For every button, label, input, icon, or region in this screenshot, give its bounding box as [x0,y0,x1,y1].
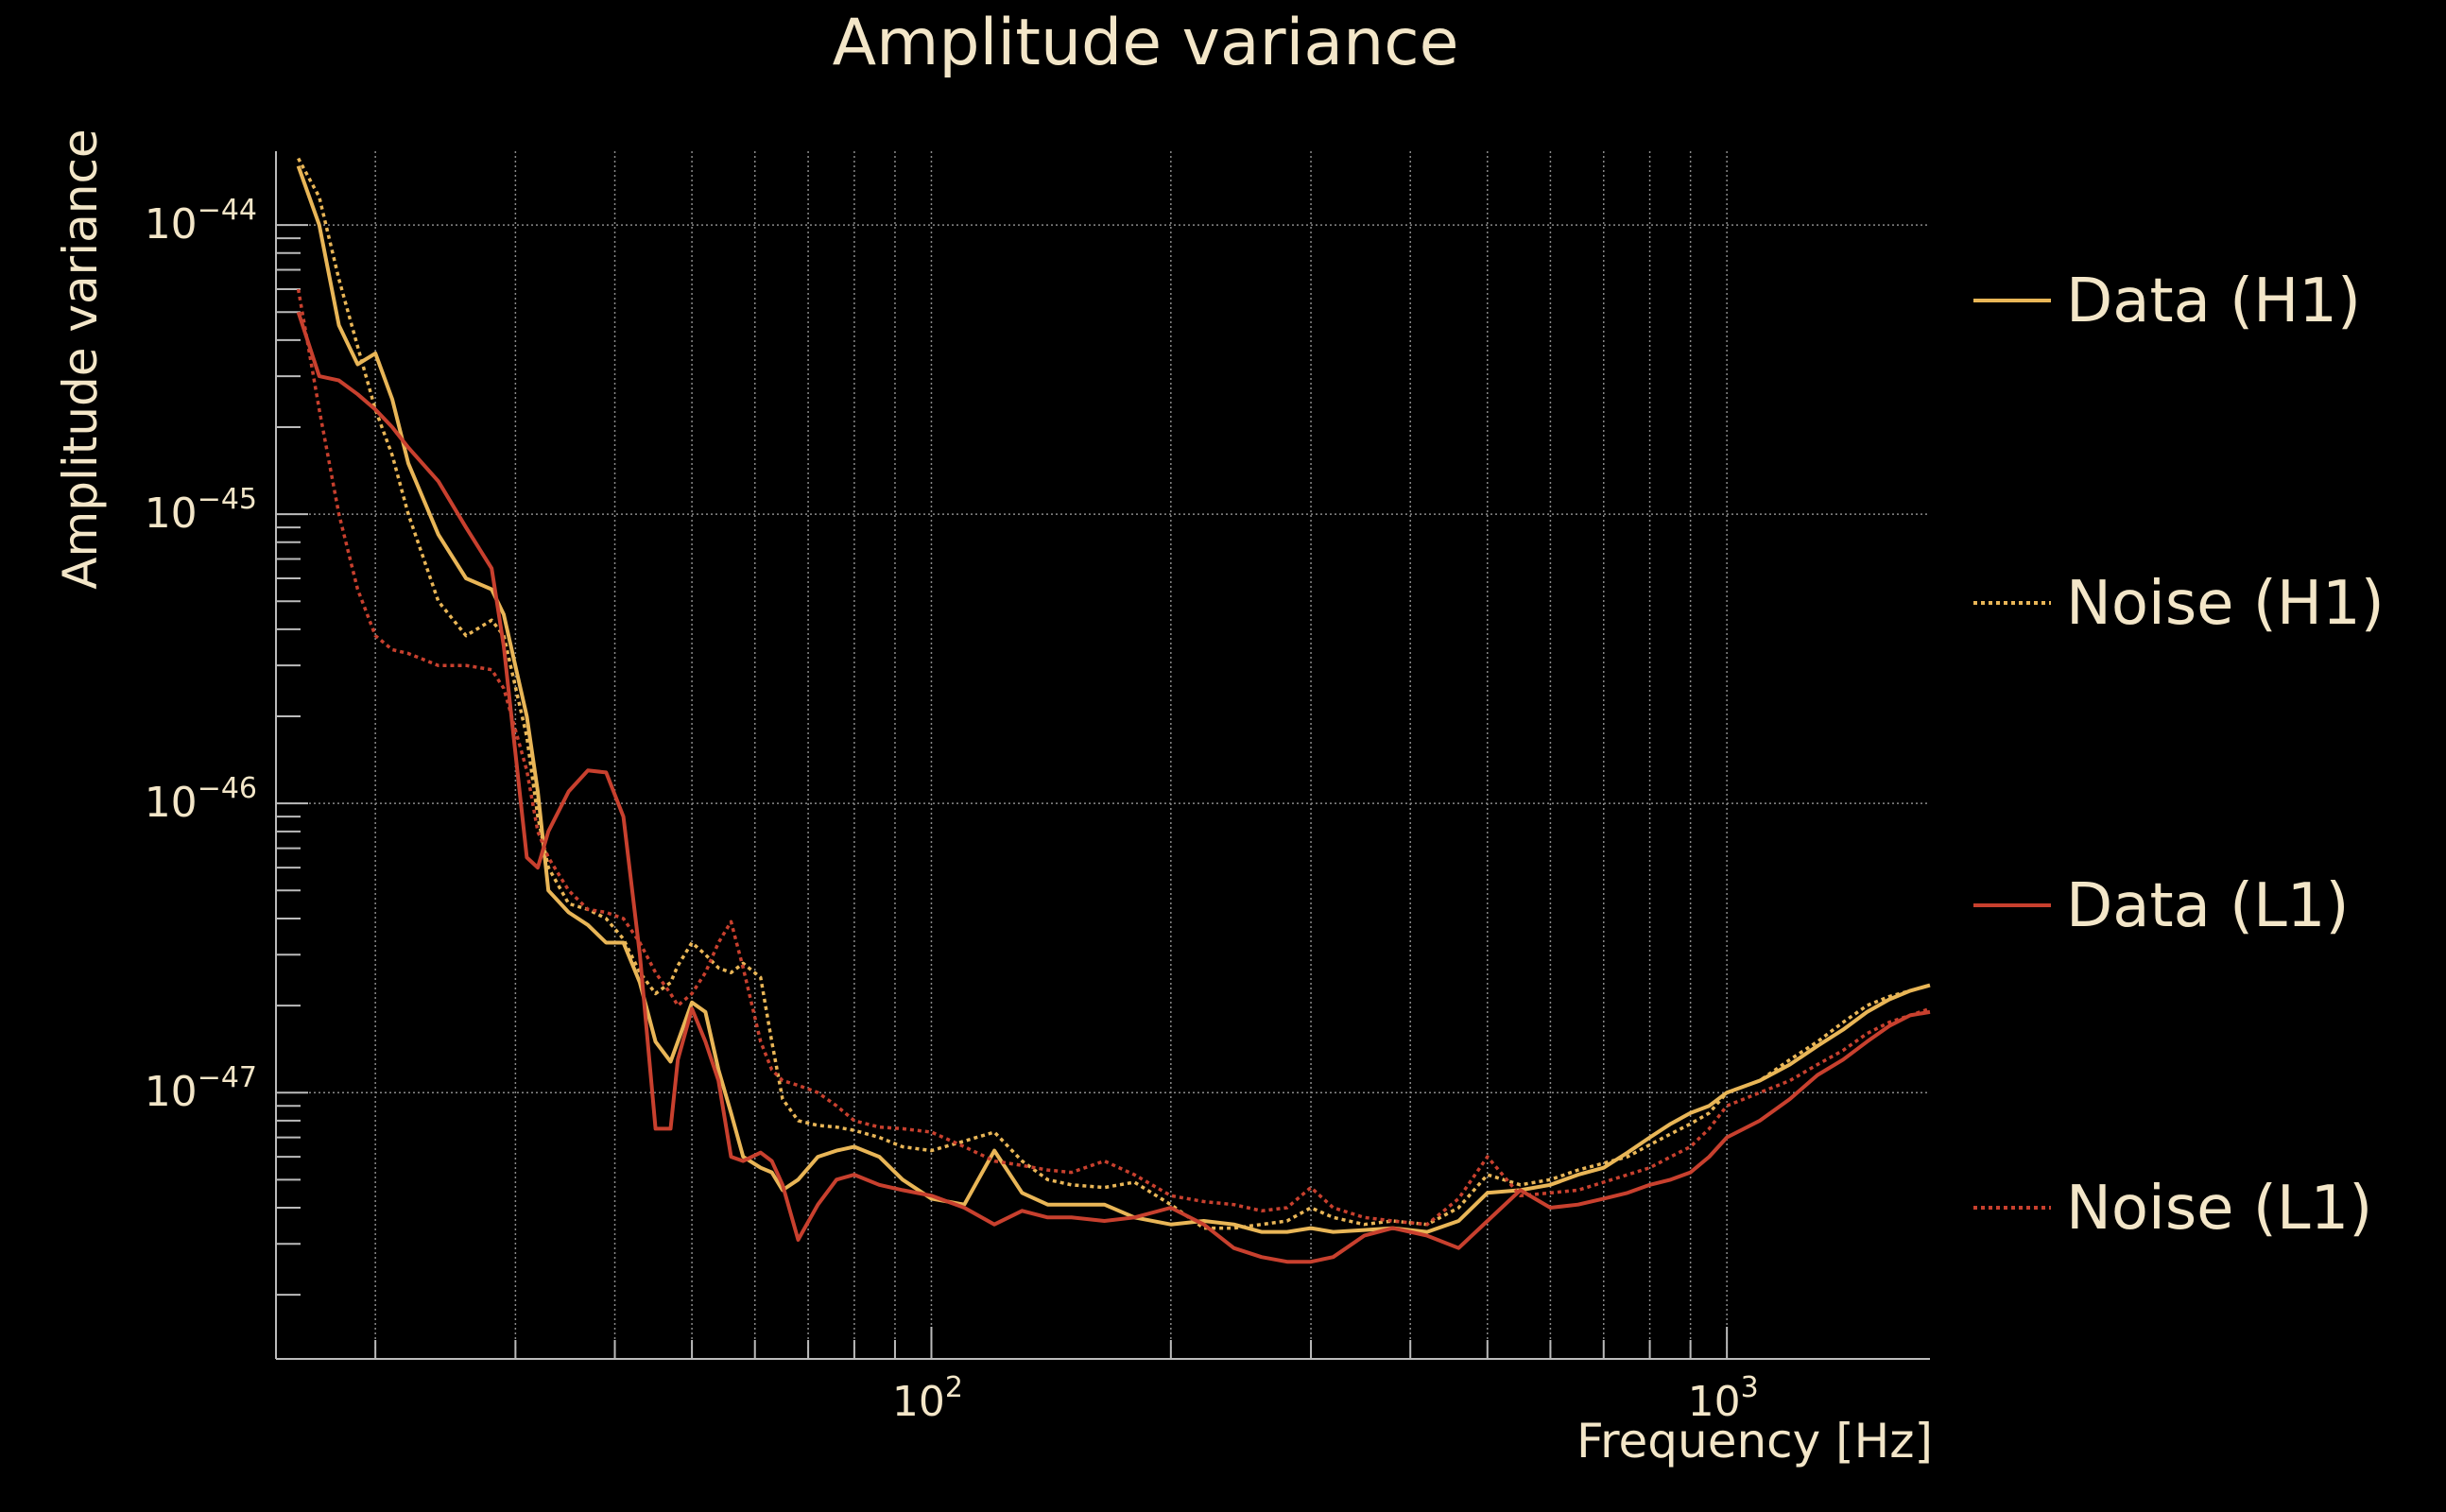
series-group [296,157,1931,1264]
x-tick-label-base: 10 [1688,1378,1741,1426]
y-tick-label: 10−46 [145,772,257,827]
legend: Data (H1) Noise (H1) Data (L1) Noise (L1) [1973,266,2385,1244]
x-tick-label: 103 [1688,1371,1759,1426]
legend-label-3: Data (L1) [2066,871,2349,941]
x-tick-label: 102 [892,1371,963,1426]
x-axis-label: Frequency [Hz] [1576,1414,1933,1469]
y-tick-label-base: 10 [145,490,198,538]
x-tick-label-exponent: 2 [945,1371,963,1404]
y-tick-label-base: 10 [145,200,198,249]
legend-label-4: Noise (L1) [2066,1174,2372,1244]
x-tick-label-exponent: 3 [1741,1371,1759,1404]
y-tick-label-base: 10 [145,1068,198,1116]
series-line-3 [296,311,1931,1264]
legend-label-2: Noise (H1) [2066,569,2385,639]
y-tick-label-exponent: −45 [198,483,257,516]
series-line-4 [296,288,1931,1227]
y-tick-label: 10−44 [145,194,257,249]
y-axis-label: Amplitude variance [53,129,108,589]
series-line-2 [297,157,1931,1230]
y-tick-label: 10−45 [145,483,257,538]
y-tick-label: 10−47 [145,1061,257,1116]
x-tick-label-base: 10 [892,1378,945,1426]
y-tick-label-base: 10 [145,779,198,827]
y-tick-label-exponent: −46 [198,772,257,805]
y-tick-label-exponent: −47 [198,1061,257,1094]
legend-label-1: Data (H1) [2066,266,2361,336]
y-tick-label-exponent: −44 [198,194,257,227]
chart-title: Amplitude variance [833,6,1459,80]
